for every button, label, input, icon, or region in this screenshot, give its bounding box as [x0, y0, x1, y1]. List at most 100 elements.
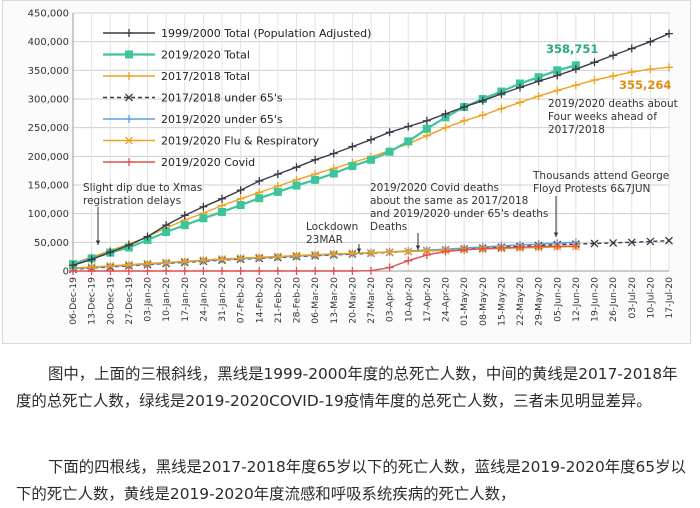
x-tick-label: 17-Apr-20 — [422, 277, 433, 322]
x-tick-label: 15-May-20 — [496, 277, 507, 326]
series-2-point — [553, 86, 562, 95]
series-3-point — [590, 239, 599, 248]
series-1-point — [199, 214, 208, 223]
annotation-protests: Thousands attend George — [532, 170, 669, 182]
series-1-point — [218, 207, 226, 216]
series-0-point — [106, 248, 115, 257]
series-1-point — [348, 162, 357, 171]
legend-swatch-marker — [125, 50, 133, 59]
arrow-xmas-head — [95, 240, 101, 245]
x-tick-label: 01-May-20 — [459, 277, 470, 326]
series-1-point — [404, 137, 413, 146]
series-6-point — [422, 250, 431, 259]
y-tick-label: 100,000 — [28, 209, 69, 220]
series-5-point — [143, 259, 152, 268]
series-6-point — [87, 267, 96, 275]
x-tick-label: 12-Jun-20 — [571, 277, 582, 322]
arrow-covid-head — [415, 245, 421, 250]
annotation-protests: Floyd Protests 6&7JUN — [533, 183, 650, 195]
x-tick-label: 03-Apr-20 — [385, 277, 396, 322]
series-6-point — [255, 267, 264, 275]
y-tick-label: 0 — [63, 267, 69, 278]
annotation-covid-same: about the same as 2017/2018 — [370, 195, 528, 207]
series-1-point — [422, 124, 431, 133]
x-tick-label: 24-Apr-20 — [441, 277, 452, 322]
series-6-point — [404, 256, 413, 265]
x-tick-label: 28-Feb-20 — [292, 277, 303, 323]
series-2-point — [441, 123, 450, 132]
series-6-line — [73, 245, 576, 272]
series-5-point — [404, 247, 413, 256]
series-0-point — [534, 77, 543, 86]
series-6-point — [143, 267, 152, 275]
series-0-point — [162, 221, 171, 230]
series-3-point — [665, 236, 673, 245]
article-paragraph-1: 图中，上面的三根斜线，黑线是1999-2000年度的总死亡人数，中间的黄线是20… — [16, 361, 692, 415]
series-0-point — [143, 232, 152, 241]
arrow-protests-head — [553, 232, 559, 237]
series-2-point — [422, 131, 431, 140]
series-0-point — [516, 83, 524, 92]
series-2-point — [497, 104, 506, 113]
orange-end-value: 355,264 — [619, 78, 671, 92]
series-0-point — [497, 89, 506, 98]
series-5-point — [292, 251, 301, 260]
x-tick-label: 27-Dec-19 — [124, 277, 135, 325]
series-2-point — [627, 68, 636, 77]
series-0-point — [422, 116, 431, 125]
x-tick-label: 17-Jul-20 — [664, 277, 675, 319]
annotation-ahead: 2017/2018 — [548, 124, 605, 136]
legend-label: 2017/2018 under 65's — [161, 92, 283, 105]
series-1-point — [180, 221, 189, 230]
series-0-point — [404, 122, 413, 131]
series-5-point — [180, 257, 189, 266]
series-0-point — [665, 29, 673, 38]
series-3-point — [609, 238, 618, 247]
x-tick-label: 20-Dec-19 — [105, 277, 116, 325]
series-0-point — [441, 109, 450, 118]
x-tick-label: 07-Feb-20 — [236, 277, 247, 323]
y-tick-label: 300,000 — [28, 95, 69, 106]
series-1-point — [162, 228, 171, 237]
series-2-point — [609, 72, 618, 81]
series-6-point — [180, 267, 189, 275]
series-0-point — [329, 149, 338, 158]
series-0-point — [571, 65, 580, 74]
series-5-point — [218, 255, 226, 263]
x-tick-label: 06-Dec-19 — [68, 277, 79, 325]
legend-swatch-marker — [125, 136, 133, 145]
x-tick-label: 13-Mar-20 — [329, 277, 340, 324]
annotation-covid-same: and 2019/2020 under 65's deaths — [370, 208, 548, 220]
series-0-point — [553, 71, 562, 80]
paragraph-2-text: 下面的四根线，黑线是2017-2018年度65岁以下的死亡人数，蓝线是2019-… — [16, 458, 686, 503]
series-0-point — [69, 261, 77, 270]
series-6-point — [273, 267, 282, 275]
series-6-point — [106, 267, 115, 275]
series-5-point — [106, 261, 115, 270]
annotation-lockdown: Lockdown — [306, 221, 358, 233]
series-0-point — [478, 96, 487, 105]
series-0-point — [124, 241, 133, 250]
series-1-point — [534, 73, 543, 82]
annotation-lockdown: 23MAR — [306, 234, 343, 246]
series-2-point — [590, 76, 599, 85]
series-0-point — [590, 58, 599, 67]
series-1-point — [236, 201, 245, 210]
arrow-lockdown-head — [356, 248, 362, 253]
series-6-point — [497, 243, 506, 252]
series-0-point — [348, 142, 357, 151]
series-6-point — [367, 266, 375, 275]
x-tick-label: 13-Dec-19 — [87, 277, 98, 325]
legend-swatch-marker — [125, 29, 133, 37]
green-end-value: 358,751 — [546, 42, 598, 56]
x-tick-label: 03-Jul-20 — [627, 277, 638, 319]
legend-label: 2017/2018 Total — [161, 70, 250, 83]
series-6-point — [218, 267, 226, 275]
x-tick-label: 22-May-20 — [515, 277, 526, 326]
series-6-point — [124, 267, 133, 275]
series-6-point — [385, 263, 394, 272]
legend-label: 2019/2020 under 65's — [161, 113, 283, 126]
series-0-point — [460, 103, 469, 112]
series-2-point — [516, 98, 524, 107]
series-5-point — [348, 249, 357, 258]
